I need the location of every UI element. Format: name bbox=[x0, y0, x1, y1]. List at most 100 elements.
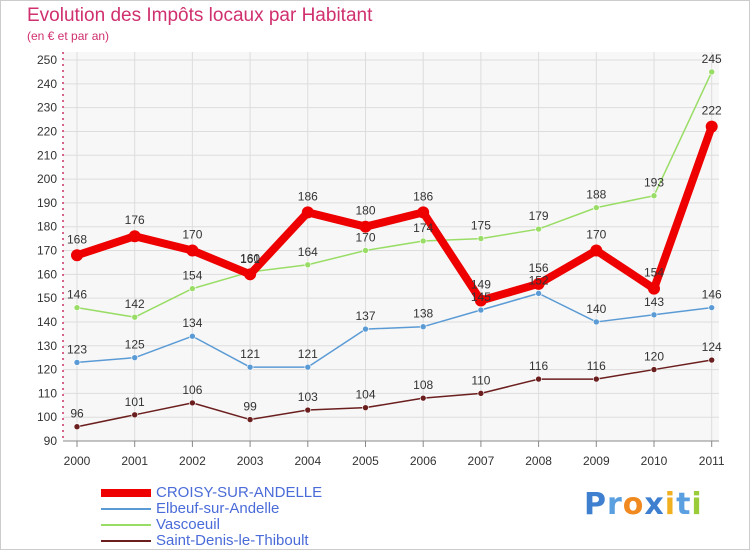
y-tick-label: 240 bbox=[37, 77, 57, 91]
data-point bbox=[128, 230, 141, 243]
data-label: 121 bbox=[298, 347, 318, 361]
data-point bbox=[189, 399, 196, 407]
data-label: 176 bbox=[125, 213, 145, 227]
data-point bbox=[532, 277, 545, 290]
data-label: 146 bbox=[702, 288, 722, 302]
legend-label: Saint-Denis-le-Thiboult bbox=[156, 532, 309, 549]
data-point bbox=[131, 313, 138, 321]
x-tick-label: 2005 bbox=[352, 454, 379, 468]
legend-swatch bbox=[101, 508, 151, 510]
y-tick-label: 160 bbox=[37, 267, 57, 281]
data-point bbox=[535, 290, 542, 297]
data-label: 142 bbox=[125, 297, 145, 311]
data-point bbox=[590, 244, 603, 257]
data-label: 120 bbox=[644, 350, 664, 364]
data-point bbox=[708, 304, 716, 311]
data-label: 101 bbox=[125, 395, 145, 409]
data-point bbox=[419, 394, 427, 402]
data-label: 193 bbox=[644, 176, 664, 190]
data-point bbox=[362, 325, 369, 333]
x-tick-label: 2006 bbox=[410, 454, 437, 468]
data-label: 116 bbox=[529, 359, 548, 373]
series-line bbox=[76, 359, 713, 428]
data-label: 164 bbox=[298, 245, 318, 259]
x-tick-label: 2003 bbox=[237, 454, 264, 468]
data-label: 104 bbox=[355, 388, 375, 402]
legend-swatch bbox=[101, 489, 151, 497]
data-point bbox=[419, 237, 427, 245]
data-label: 108 bbox=[413, 378, 433, 392]
legend-label: CROISY-SUR-ANDELLE bbox=[156, 484, 323, 501]
data-point bbox=[650, 366, 658, 373]
data-label: 149 bbox=[471, 278, 491, 292]
data-label: 96 bbox=[70, 407, 84, 421]
data-label: 170 bbox=[355, 231, 375, 245]
x-tick-label: 2004 bbox=[294, 454, 321, 468]
data-point bbox=[592, 204, 600, 211]
data-point bbox=[304, 406, 312, 414]
data-point bbox=[477, 306, 485, 314]
y-tick-label: 200 bbox=[37, 172, 57, 186]
proxiti-logo: Proxiti bbox=[584, 487, 703, 522]
y-tick-label: 100 bbox=[37, 410, 57, 424]
data-point bbox=[73, 359, 81, 366]
data-label: 154 bbox=[644, 266, 664, 280]
y-tick-label: 90 bbox=[44, 434, 58, 448]
legend-swatch bbox=[101, 524, 151, 526]
y-tick-label: 150 bbox=[37, 291, 57, 305]
data-point bbox=[705, 120, 718, 133]
data-label: 125 bbox=[125, 338, 145, 352]
data-point bbox=[362, 247, 369, 254]
data-label: 222 bbox=[702, 104, 722, 118]
data-label: 123 bbox=[67, 342, 87, 356]
data-label: 186 bbox=[298, 189, 318, 203]
chart-title: Evolution des Impôts locaux par Habitant bbox=[27, 5, 373, 26]
data-label: 145 bbox=[471, 290, 491, 304]
series-line bbox=[76, 71, 713, 318]
data-point bbox=[131, 411, 138, 419]
legend-swatch bbox=[101, 540, 151, 542]
data-label: 137 bbox=[355, 309, 375, 323]
data-point bbox=[592, 318, 600, 326]
x-tick-label: 2008 bbox=[525, 454, 552, 468]
chart-subtitle: (en € et par an) bbox=[27, 29, 110, 43]
data-label: 186 bbox=[413, 189, 433, 203]
series-line bbox=[76, 292, 713, 368]
data-label: 245 bbox=[702, 52, 722, 66]
y-tick-label: 170 bbox=[37, 244, 57, 258]
data-label: 121 bbox=[240, 347, 260, 361]
data-label: 106 bbox=[182, 383, 202, 397]
data-label: 99 bbox=[243, 400, 257, 414]
y-tick-label: 230 bbox=[37, 101, 57, 115]
data-label: 134 bbox=[182, 316, 202, 330]
data-point bbox=[186, 244, 199, 257]
data-label: 143 bbox=[644, 295, 664, 309]
series-line bbox=[73, 122, 716, 305]
legend-label: Vascoeuil bbox=[156, 516, 220, 533]
data-point bbox=[73, 304, 81, 311]
x-tick-label: 2002 bbox=[179, 454, 206, 468]
data-point bbox=[246, 363, 254, 371]
data-point bbox=[650, 311, 658, 319]
y-tick-label: 180 bbox=[37, 220, 57, 234]
data-point bbox=[189, 332, 196, 340]
data-point bbox=[71, 249, 83, 262]
data-point bbox=[592, 375, 600, 383]
data-label: 110 bbox=[471, 373, 490, 387]
data-label: 156 bbox=[529, 261, 549, 275]
data-point bbox=[419, 323, 427, 331]
data-label: 160 bbox=[240, 251, 260, 265]
legend-label: Elbeuf-sur-Andelle bbox=[156, 500, 280, 517]
y-tick-label: 190 bbox=[37, 196, 57, 210]
data-label: 161 bbox=[240, 252, 260, 266]
x-tick-label: 2011 bbox=[699, 454, 725, 468]
data-label: 138 bbox=[413, 307, 433, 321]
data-label: 179 bbox=[529, 209, 549, 223]
x-tick-label: 2007 bbox=[468, 454, 495, 468]
data-label: 140 bbox=[586, 302, 606, 316]
data-label: 103 bbox=[298, 390, 318, 404]
data-label: 170 bbox=[586, 228, 606, 242]
data-point bbox=[477, 390, 485, 397]
